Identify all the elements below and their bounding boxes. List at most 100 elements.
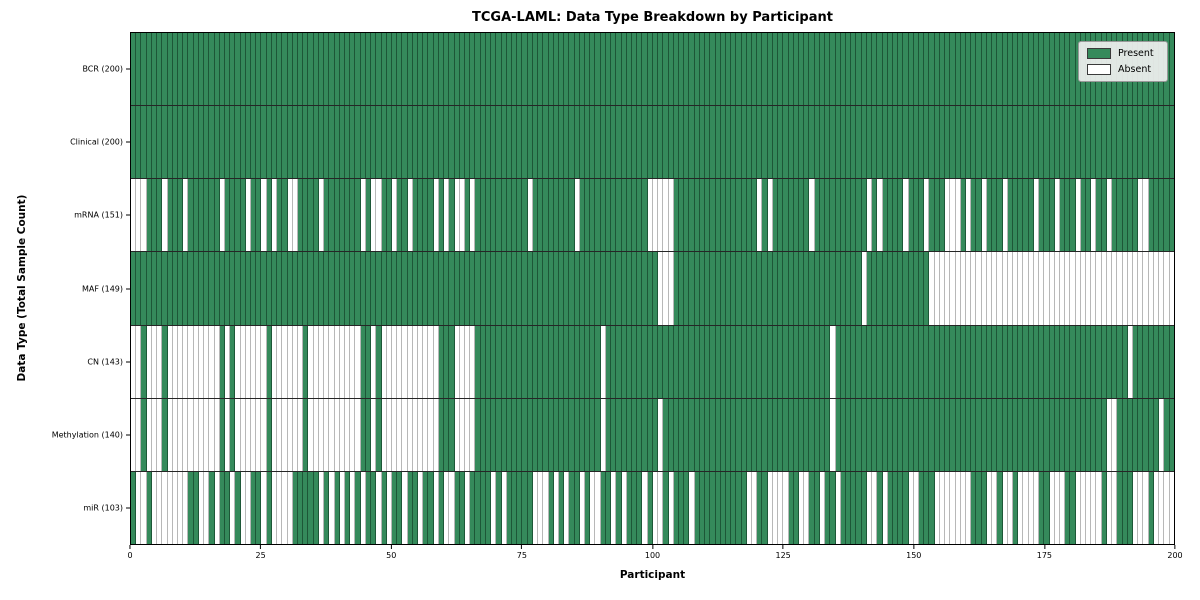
heatmap-cell <box>511 325 518 398</box>
heatmap-cell <box>913 252 920 325</box>
heatmap-cell <box>1033 325 1040 398</box>
heatmap-cell <box>757 106 763 179</box>
heatmap-cell <box>804 325 810 398</box>
heatmap-cell <box>308 252 314 325</box>
heatmap-cell <box>459 325 465 398</box>
heatmap-cell <box>475 179 481 252</box>
heatmap-cell <box>433 106 439 179</box>
x-tick-label: 75 <box>516 551 527 560</box>
heatmap-cell <box>919 33 925 106</box>
heatmap-cell <box>793 179 799 252</box>
heatmap-cell <box>418 325 424 398</box>
heatmap-cell <box>799 471 805 544</box>
heatmap-cell <box>517 471 523 544</box>
heatmap-cell <box>804 106 810 179</box>
heatmap-cell <box>402 471 408 544</box>
heatmap-cell <box>752 33 758 106</box>
heatmap-cell <box>564 325 570 398</box>
x-tick-label: 150 <box>906 551 922 560</box>
heatmap-cell <box>1049 325 1055 398</box>
heatmap-cell <box>600 106 606 179</box>
heatmap-cell <box>266 398 272 471</box>
heatmap-cell <box>783 325 789 398</box>
heatmap-cell <box>224 398 231 471</box>
heatmap-cell <box>731 398 737 471</box>
heatmap-cell <box>1059 252 1066 325</box>
heatmap-cell <box>908 33 914 106</box>
heatmap-cell <box>449 252 455 325</box>
heatmap-cell <box>981 106 987 179</box>
heatmap-cell <box>1028 252 1034 325</box>
heatmap-cell <box>444 179 450 252</box>
heatmap-cell <box>501 33 507 106</box>
heatmap-cell <box>172 471 178 544</box>
heatmap-cell <box>381 106 387 179</box>
heatmap-cell <box>971 471 977 544</box>
heatmap-cell <box>360 252 366 325</box>
heatmap-cell <box>699 179 706 252</box>
heatmap-cell <box>287 398 293 471</box>
heatmap-cell <box>945 398 951 471</box>
heatmap-cell <box>663 106 669 179</box>
heatmap-cell <box>1153 398 1160 471</box>
heatmap-cell <box>1023 179 1029 252</box>
heatmap-cell <box>496 179 502 252</box>
heatmap-cell <box>877 325 883 398</box>
heatmap-cell <box>177 252 184 325</box>
heatmap-cell <box>475 252 481 325</box>
heatmap-cell <box>141 471 147 544</box>
heatmap-cell <box>939 179 946 252</box>
heatmap-cell <box>976 106 982 179</box>
heatmap-cell <box>611 252 617 325</box>
heatmap-cell <box>715 325 721 398</box>
heatmap-cell <box>767 106 773 179</box>
heatmap-cell <box>569 325 575 398</box>
heatmap-cell <box>277 325 283 398</box>
heatmap-cell <box>684 252 690 325</box>
heatmap-cell <box>1054 33 1060 106</box>
heatmap-cell <box>605 398 612 471</box>
heatmap-cell <box>825 398 831 471</box>
heatmap-cell <box>553 33 559 106</box>
heatmap-cell <box>877 398 883 471</box>
heatmap-cell <box>626 106 632 179</box>
heatmap-cell <box>188 106 194 179</box>
heatmap-cell <box>548 325 554 398</box>
heatmap-cell <box>350 179 356 252</box>
heatmap-cell <box>1033 471 1040 544</box>
heatmap-cell <box>564 179 570 252</box>
heatmap-cell <box>1023 325 1029 398</box>
heatmap-cell <box>1106 471 1113 544</box>
heatmap-cell <box>167 325 173 398</box>
heatmap-cell <box>506 325 512 398</box>
heatmap-cell <box>929 252 935 325</box>
heatmap-cell <box>877 471 883 544</box>
heatmap-cell <box>256 33 262 106</box>
heatmap-cell <box>344 33 351 106</box>
heatmap-cell <box>402 252 408 325</box>
heatmap-cell <box>762 33 768 106</box>
heatmap-cell <box>757 179 763 252</box>
heatmap-cell <box>506 252 512 325</box>
heatmap-cell <box>882 179 888 252</box>
heatmap-cell <box>694 398 700 471</box>
heatmap-cell <box>715 252 721 325</box>
heatmap-cell <box>632 325 638 398</box>
heatmap-cell <box>266 252 272 325</box>
heatmap-cell <box>1007 106 1013 179</box>
heatmap-cell <box>355 471 361 544</box>
heatmap-cell <box>579 471 586 544</box>
heatmap-cell <box>705 33 711 106</box>
heatmap-cell <box>574 106 580 179</box>
heatmap-cell <box>992 179 998 252</box>
heatmap-cell <box>840 33 846 106</box>
heatmap-cell <box>1070 325 1076 398</box>
heatmap-cell <box>282 325 288 398</box>
plot-area <box>130 32 1175 545</box>
heatmap-cell <box>1159 252 1165 325</box>
chart-title: TCGA-LAML: Data Type Breakdown by Partic… <box>472 10 833 25</box>
heatmap-cell <box>872 252 878 325</box>
heatmap-cell <box>684 398 690 471</box>
heatmap-cell <box>903 398 909 471</box>
x-tick-mark <box>260 545 262 549</box>
